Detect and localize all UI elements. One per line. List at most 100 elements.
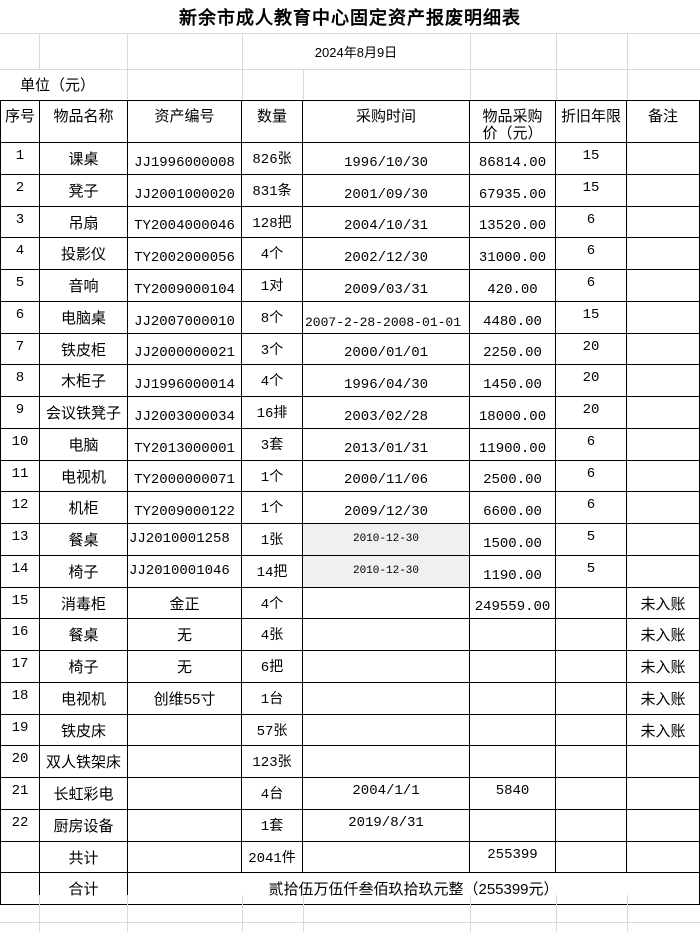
cell-asset[interactable]: JJ1996000008: [128, 143, 242, 175]
cell-asset[interactable]: JJ2010001046: [128, 555, 242, 588]
cell-asset[interactable]: TY2000000071: [128, 460, 242, 493]
cell-years[interactable]: 6: [556, 270, 627, 302]
cell-no[interactable]: 22: [0, 809, 40, 842]
cell-price[interactable]: 1190.00: [470, 555, 556, 588]
cell-qty[interactable]: 16排: [242, 397, 303, 429]
cell-price[interactable]: [470, 714, 556, 747]
cell-name[interactable]: 会议铁凳子: [40, 397, 128, 429]
cell-no[interactable]: 7: [0, 333, 40, 366]
cell-asset[interactable]: JJ2007000010: [128, 301, 242, 334]
cell-note[interactable]: [627, 206, 700, 239]
cell-qty[interactable]: 3个: [242, 333, 303, 366]
cell-date[interactable]: [303, 682, 470, 715]
cell-note[interactable]: [627, 492, 700, 524]
cell-note[interactable]: [627, 428, 700, 461]
cell-name[interactable]: 电视机: [40, 682, 128, 715]
cell-years[interactable]: [556, 809, 627, 842]
subtotal-qty[interactable]: 2041件: [242, 841, 303, 874]
cell-name[interactable]: 铁皮床: [40, 714, 128, 747]
cell-name[interactable]: 凳子: [40, 174, 128, 207]
report-date[interactable]: 2024年8月9日: [314, 44, 398, 60]
cell-qty[interactable]: 1套: [242, 809, 303, 842]
cell-note[interactable]: 未入账: [627, 682, 700, 715]
cell-note[interactable]: [627, 524, 700, 556]
cell-price[interactable]: [470, 619, 556, 651]
cell-years[interactable]: [556, 714, 627, 747]
cell-date[interactable]: [303, 714, 470, 747]
cell-years[interactable]: 5: [556, 555, 627, 588]
cell-years[interactable]: 5: [556, 524, 627, 556]
cell-qty[interactable]: 14把: [242, 555, 303, 588]
cell-date[interactable]: 2001/09/30: [303, 174, 470, 207]
cell-no[interactable]: 4: [0, 238, 40, 270]
cell-note[interactable]: 未入账: [627, 587, 700, 620]
total-amount[interactable]: 贰拾伍万伍仟叁佰玖拾玖元整（255399元）: [128, 873, 700, 905]
cell-name[interactable]: 消毒柜: [40, 587, 128, 620]
cell-price[interactable]: 1500.00: [470, 524, 556, 556]
cell-name[interactable]: 机柜: [40, 492, 128, 524]
cell-date[interactable]: 1996/04/30: [303, 365, 470, 397]
cell-name[interactable]: 投影仪: [40, 238, 128, 270]
cell-no[interactable]: 8: [0, 365, 40, 397]
cell-price[interactable]: 6600.00: [470, 492, 556, 524]
cell-no[interactable]: 15: [0, 587, 40, 620]
col-header-years[interactable]: 折旧年限: [556, 100, 627, 143]
cell-note[interactable]: [627, 841, 700, 874]
cell-no[interactable]: 20: [0, 746, 40, 778]
cell-no[interactable]: 14: [0, 555, 40, 588]
cell-years[interactable]: [556, 841, 627, 874]
cell-name[interactable]: 电脑: [40, 428, 128, 461]
cell-asset[interactable]: TY2004000046: [128, 206, 242, 239]
cell-qty[interactable]: 1个: [242, 492, 303, 524]
cell-note[interactable]: [627, 365, 700, 397]
cell-asset[interactable]: TY2002000056: [128, 238, 242, 270]
cell-no[interactable]: 16: [0, 619, 40, 651]
cell-price[interactable]: [470, 651, 556, 683]
cell-asset[interactable]: JJ2003000034: [128, 397, 242, 429]
cell-years[interactable]: 6: [556, 238, 627, 270]
cell-qty[interactable]: 57张: [242, 714, 303, 747]
cell-note[interactable]: 未入账: [627, 619, 700, 651]
cell-name[interactable]: 双人铁架床: [40, 746, 128, 778]
cell-years[interactable]: [556, 619, 627, 651]
cell-price[interactable]: 11900.00: [470, 428, 556, 461]
cell-no[interactable]: [0, 841, 40, 874]
cell-qty[interactable]: 826张: [242, 143, 303, 175]
cell-note[interactable]: [627, 746, 700, 778]
cell-asset[interactable]: TY2009000104: [128, 270, 242, 302]
cell-date[interactable]: 2004/10/31: [303, 206, 470, 239]
cell-date[interactable]: 2007-2-28-2008-01-01: [303, 301, 470, 334]
cell-price[interactable]: 2250.00: [470, 333, 556, 366]
cell-qty[interactable]: 1对: [242, 270, 303, 302]
cell-date[interactable]: 2000/11/06: [303, 460, 470, 493]
cell-asset[interactable]: JJ2010001258: [128, 524, 242, 556]
cell-years[interactable]: 6: [556, 206, 627, 239]
cell-name[interactable]: 椅子: [40, 651, 128, 683]
cell-note[interactable]: 未入账: [627, 651, 700, 683]
cell-date[interactable]: 2004/1/1: [303, 778, 470, 810]
cell-qty[interactable]: 3套: [242, 428, 303, 461]
cell-no[interactable]: 21: [0, 778, 40, 810]
cell-note[interactable]: [627, 143, 700, 175]
cell-note[interactable]: [627, 555, 700, 588]
cell-no[interactable]: 1: [0, 143, 40, 175]
cell-years[interactable]: 6: [556, 492, 627, 524]
col-header-date[interactable]: 采购时间: [303, 100, 470, 143]
cell-asset[interactable]: JJ2000000021: [128, 333, 242, 366]
col-header-asset[interactable]: 资产编号: [128, 100, 242, 143]
cell-no[interactable]: 17: [0, 651, 40, 683]
cell-years[interactable]: 20: [556, 333, 627, 366]
cell-note[interactable]: [627, 460, 700, 493]
cell-qty[interactable]: 123张: [242, 746, 303, 778]
cell-date[interactable]: 2019/8/31: [303, 809, 470, 842]
cell-asset[interactable]: 无: [128, 619, 242, 651]
cell-years[interactable]: 20: [556, 397, 627, 429]
cell-asset[interactable]: [128, 841, 242, 874]
cell-qty[interactable]: 4台: [242, 778, 303, 810]
cell-asset[interactable]: JJ1996000014: [128, 365, 242, 397]
cell-no[interactable]: 12: [0, 492, 40, 524]
cell-qty[interactable]: 8个: [242, 301, 303, 334]
total-label[interactable]: 合计: [40, 873, 128, 905]
cell-note[interactable]: [627, 174, 700, 207]
cell-asset[interactable]: [128, 778, 242, 810]
